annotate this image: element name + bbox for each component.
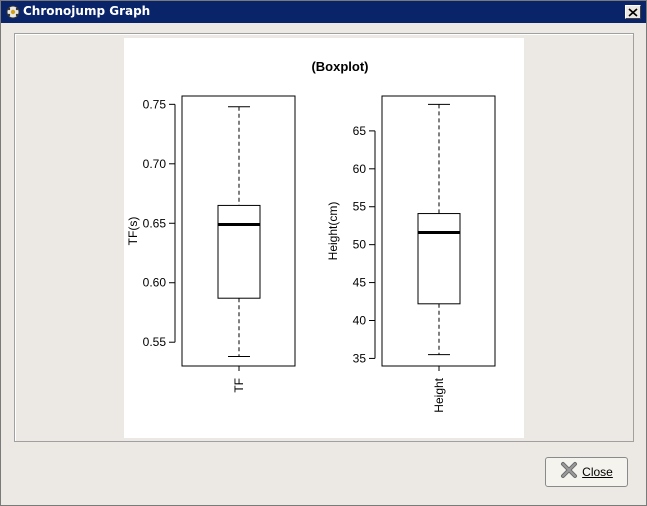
height-y-tick-label: 55 bbox=[353, 200, 367, 214]
tf-y-label: TF(s) bbox=[126, 217, 140, 246]
tf-y-tick-label: 0.60 bbox=[143, 276, 167, 290]
tf-y-tick-label: 0.65 bbox=[143, 216, 167, 230]
window-title: Chronojump Graph bbox=[23, 4, 151, 18]
height-y-label: Height(cm) bbox=[326, 202, 340, 261]
height-y-tick-label: 50 bbox=[353, 238, 367, 252]
graph-frame bbox=[14, 33, 634, 442]
close-x-icon[interactable] bbox=[625, 5, 641, 19]
boxplot-svg: (Boxplot) 0.55 0.60 0.65 0.70 0.75 TF(s) TF 35… bbox=[126, 59, 496, 413]
tf-category-label: TF bbox=[232, 378, 246, 393]
chart-title: (Boxplot) bbox=[311, 59, 368, 74]
tf-y-tick-label: 0.55 bbox=[143, 335, 167, 349]
height-y-tick-label: 45 bbox=[353, 276, 367, 290]
tf-y-tick-label: 0.70 bbox=[143, 157, 167, 171]
chronojump-icon[interactable] bbox=[5, 4, 21, 20]
close-button[interactable]: Close bbox=[545, 457, 628, 487]
tf-y-tick-label: 0.75 bbox=[143, 97, 167, 111]
boxplot-chart: (Boxplot) 0.55 0.60 0.65 0.70 0.75 TF(s) TF 35… bbox=[124, 38, 524, 438]
close-button-label: Close bbox=[582, 465, 613, 479]
tf-iqr-box bbox=[217, 204, 261, 299]
tf-panel: 0.55 0.60 0.65 0.70 0.75 TF(s) TF bbox=[126, 95, 296, 393]
height-iqr-box bbox=[417, 213, 461, 305]
height-y-tick-label: 60 bbox=[353, 162, 367, 176]
height-y-tick-label: 35 bbox=[353, 351, 367, 365]
x-icon bbox=[560, 461, 578, 483]
height-y-tick-label: 65 bbox=[353, 124, 367, 138]
height-panel: 35 40 45 50 55 60 65 Height(cm) Height bbox=[326, 95, 496, 413]
height-category-label: Height bbox=[432, 377, 446, 412]
height-y-tick-label: 40 bbox=[353, 313, 367, 327]
title-bar[interactable]: Chronojump Graph bbox=[1, 1, 646, 23]
